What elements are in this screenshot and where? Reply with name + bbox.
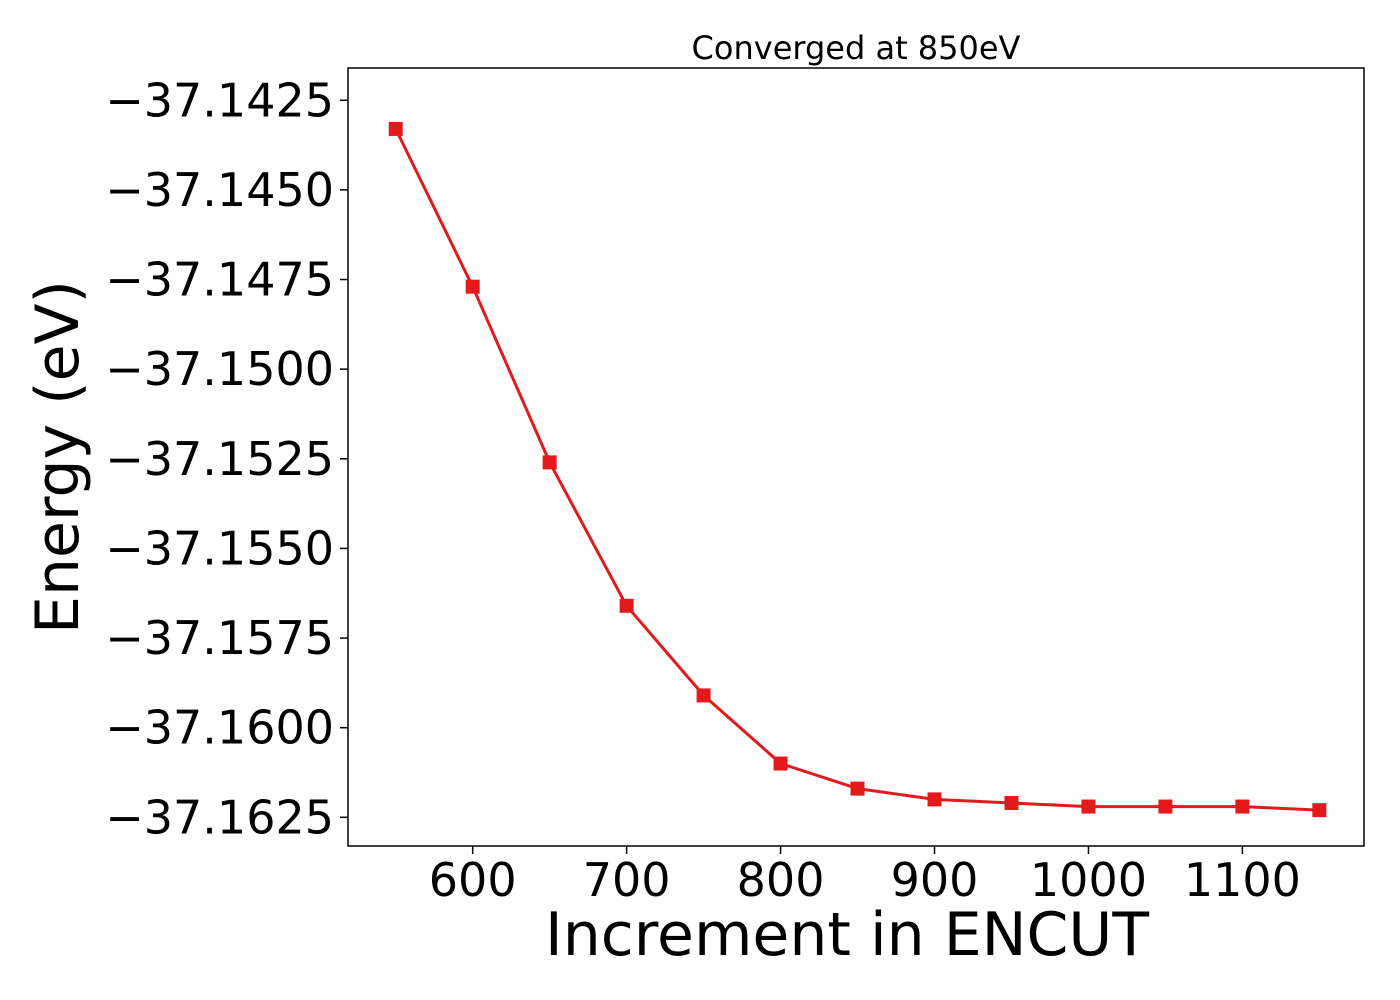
x-tick-label: 700 — [583, 853, 671, 907]
x-axis-label: Increment in ENCUT — [545, 900, 1149, 970]
y-tick-label: −37.1625 — [105, 790, 334, 844]
y-axis-ticks: −37.1425 −37.1450 −37.1475 −37.1500 −37.1525… — [105, 73, 348, 844]
x-tick-label: 1100 — [1184, 853, 1301, 907]
data-point-marker — [1312, 803, 1327, 818]
x-axis-ticks: 600 700 800 900 1000 1100 — [429, 846, 1301, 907]
x-tick-label: 1000 — [1030, 853, 1147, 907]
x-tick-label: 800 — [737, 853, 825, 907]
x-tick-label: 600 — [429, 853, 517, 907]
chart-title: Converged at 850eV — [692, 29, 1021, 67]
y-axis-label: Energy (eV) — [23, 280, 93, 634]
y-tick-label: −37.1450 — [105, 163, 334, 217]
data-point-marker — [465, 279, 480, 294]
data-point-marker — [850, 781, 865, 796]
data-point-marker — [388, 121, 403, 136]
data-point-marker — [619, 598, 634, 613]
data-point-marker — [773, 756, 788, 771]
plot-frame — [347, 67, 1365, 847]
data-point-marker — [1158, 799, 1173, 814]
data-point-marker — [1004, 795, 1019, 810]
data-point-marker — [927, 792, 942, 807]
y-tick-label: −37.1525 — [105, 432, 334, 486]
y-tick-label: −37.1600 — [105, 701, 334, 755]
y-tick-label: −37.1425 — [105, 73, 334, 127]
data-point-marker — [1081, 799, 1096, 814]
y-tick-label: −37.1475 — [105, 253, 334, 307]
data-point-marker — [696, 688, 711, 703]
y-tick-label: −37.1575 — [105, 611, 334, 665]
plot-content — [388, 121, 1327, 818]
data-point-marker — [1235, 799, 1250, 814]
y-tick-label: −37.1500 — [105, 342, 334, 396]
data-point-marker — [542, 455, 557, 470]
x-tick-label: 900 — [891, 853, 979, 907]
y-tick-label: −37.1550 — [105, 521, 334, 575]
